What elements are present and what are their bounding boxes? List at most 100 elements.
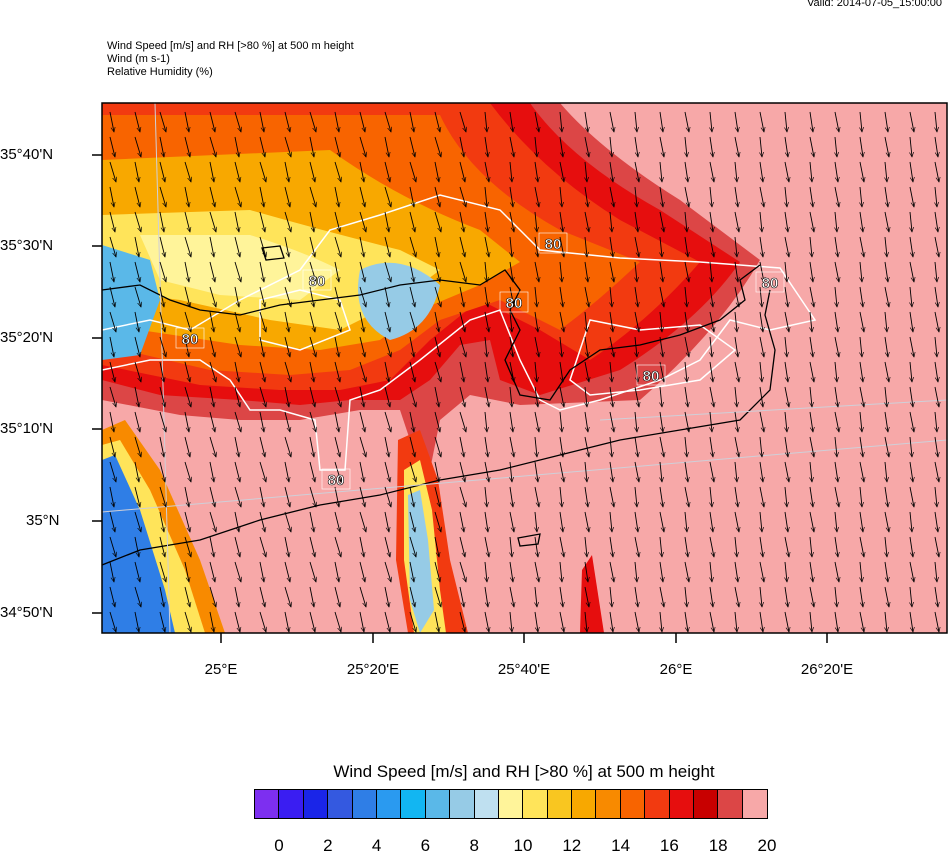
wind-vector-arrow [809, 186, 813, 207]
wind-vector-arrow [409, 486, 414, 507]
wind-vector-arrow [860, 261, 862, 282]
wind-vector-arrow [484, 211, 488, 232]
wind-vector-arrow [485, 336, 487, 357]
wind-vector-arrow [209, 461, 214, 482]
wind-vector-arrow [359, 311, 364, 332]
wind-vector-arrow [409, 411, 414, 432]
wind-vector-arrow [184, 561, 189, 582]
wind-vector-arrow [284, 286, 291, 307]
wind-vector-arrow [459, 311, 465, 332]
lat-label-35-10: 35°10'N [0, 420, 54, 437]
wind-vector-arrow [484, 161, 489, 182]
wind-vector-arrow [609, 461, 613, 482]
wind-vector-arrow [334, 436, 340, 457]
wind-vector-arrow [910, 586, 912, 607]
wind-vector-arrow [284, 161, 289, 182]
wind-vector-arrow [284, 386, 289, 407]
wind-vector-arrow [159, 336, 166, 357]
wind-vector-arrow [735, 461, 737, 482]
wind-vector-arrow [134, 436, 141, 457]
wind-vector-arrow [284, 236, 289, 257]
wind-vector-arrow [209, 211, 216, 232]
wind-vector-arrow [134, 111, 140, 132]
wind-vector-arrow [610, 211, 612, 232]
wind-vector-arrow [710, 486, 712, 507]
wind-vector-arrow [835, 211, 837, 232]
wind-vector-arrow [334, 461, 341, 482]
wind-vector-arrow [934, 161, 939, 182]
wind-vector-arrow [909, 161, 913, 182]
wind-vector-arrow [159, 311, 165, 332]
wind-vector-arrow [184, 461, 191, 482]
wind-vector-arrow [234, 211, 239, 232]
wind-vector-arrow [484, 586, 488, 607]
wind-vector-arrow [384, 436, 389, 457]
wind-vector-arrow [610, 361, 612, 382]
wind-vector-arrow [184, 236, 191, 257]
svg-text:80: 80 [309, 273, 326, 290]
wind-vector-arrow [359, 386, 364, 407]
wind-vector-arrow [784, 586, 788, 607]
wind-vector-arrow [534, 536, 538, 557]
wind-vector-arrow [684, 411, 689, 432]
contour-label-7: 80 [321, 468, 351, 490]
wind-vector-arrow [434, 336, 440, 357]
wind-vector-arrow [535, 286, 537, 307]
wind-vector-arrow [810, 161, 812, 182]
wind-vector-arrow [584, 261, 588, 282]
wind-vector-arrow [810, 461, 812, 482]
wind-vector-arrow [384, 386, 390, 407]
wind-vector-arrow [459, 461, 465, 482]
wind-vector-arrow [609, 386, 613, 407]
wind-vector-arrow [409, 211, 415, 232]
wind-vector-arrow [784, 361, 788, 382]
wind-vector-arrow [510, 611, 512, 632]
wind-vector-arrow [234, 486, 241, 507]
wind-vector-arrow [735, 611, 737, 632]
wind-vector-arrow [659, 286, 664, 307]
wind-vector-arrow [809, 411, 813, 432]
wind-vector-arrow [134, 361, 141, 382]
lat-label-35: 35°N [26, 512, 60, 529]
wind-vector-arrow [885, 236, 887, 257]
wind-vector-arrow [510, 311, 512, 332]
wind-vector-arrow [334, 611, 341, 632]
wind-vector-arrow [634, 511, 638, 532]
wind-vector-arrow [759, 111, 764, 132]
wind-vector-arrow [609, 236, 613, 257]
wind-vector-arrow [359, 186, 365, 207]
wind-vector-arrow [434, 161, 439, 182]
wind-vector-arrow [109, 161, 116, 182]
wind-vector-arrow [635, 261, 637, 282]
wind-vector-arrow [459, 511, 464, 532]
wind-vector-arrow [709, 436, 713, 457]
wind-vector-arrow [909, 536, 913, 557]
wind-vector-arrow [284, 211, 291, 232]
wind-vector-arrow [209, 161, 214, 182]
colorbar-swatch [572, 790, 597, 818]
wind-vector-arrow [109, 611, 116, 632]
wind-vector-arrow [884, 336, 888, 357]
wind-vector-arrow [760, 211, 762, 232]
colorbar-swatch [352, 790, 377, 818]
wind-vector-arrow [459, 386, 465, 407]
wind-vector-arrow [309, 611, 315, 632]
wind-vector-arrow [784, 611, 789, 632]
wind-vector-arrow [484, 236, 489, 257]
wind-vector-arrow [809, 336, 813, 357]
wind-vector-arrow [660, 461, 662, 482]
wind-vector-arrow [634, 286, 638, 307]
wind-vector-arrow [785, 261, 787, 282]
wind-vector-arrow [109, 436, 115, 457]
wind-vector-arrow [810, 311, 812, 332]
wind-vector-arrow [784, 511, 788, 532]
wind-vector-arrow [834, 386, 838, 407]
wind-vector-arrow [384, 486, 391, 507]
wind-vector-arrow [934, 361, 938, 382]
wind-vector-arrow [259, 286, 265, 307]
wind-vector-arrow [359, 286, 366, 307]
wind-vector-arrow [334, 336, 339, 357]
wind-vector-arrow [484, 511, 488, 532]
wind-vector-arrow [434, 586, 441, 607]
wind-vector-arrow [785, 561, 787, 582]
